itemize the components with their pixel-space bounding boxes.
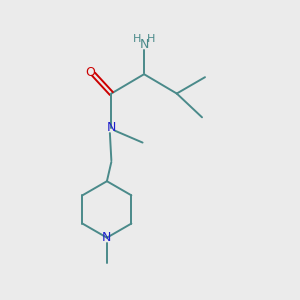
Text: N: N bbox=[102, 231, 112, 244]
Text: H: H bbox=[146, 34, 155, 44]
Text: N: N bbox=[140, 38, 149, 51]
Text: O: O bbox=[85, 66, 95, 79]
Text: H: H bbox=[133, 34, 142, 44]
Text: N: N bbox=[107, 121, 116, 134]
